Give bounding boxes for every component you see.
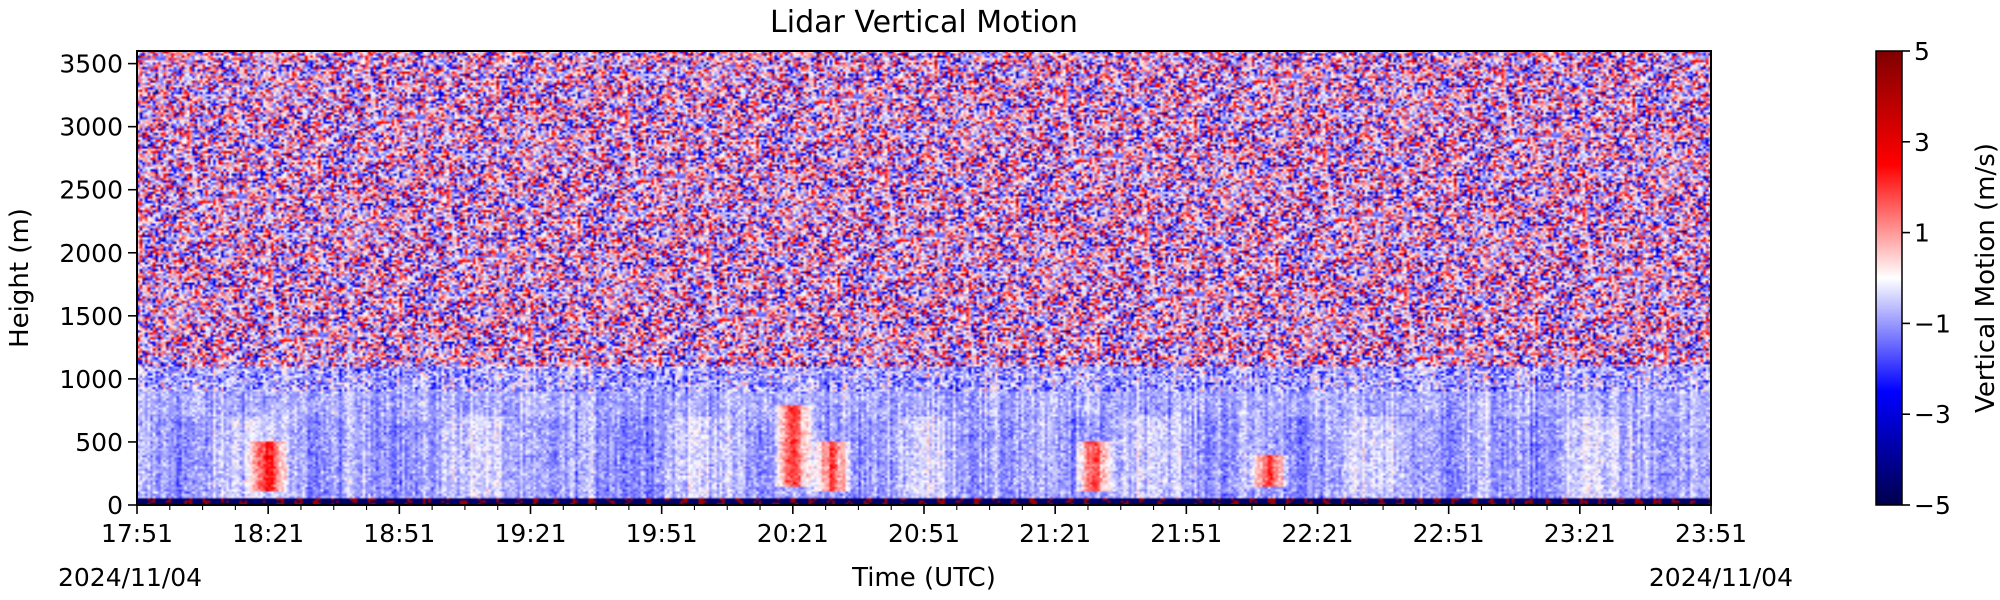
y-tick-label: 1000 <box>59 365 123 394</box>
x-tick-label: 19:51 <box>626 519 698 548</box>
colorbar-tick-label: −1 <box>1914 309 1951 338</box>
plot-area <box>136 50 1712 506</box>
x-tick-label: 23:21 <box>1544 519 1616 548</box>
x-tick-label: 17:51 <box>101 519 173 548</box>
x-tick-label: 20:21 <box>757 519 829 548</box>
y-tick-label: 2500 <box>59 176 123 205</box>
colorbar: 5 3 1 −1 −3 −5 Vertical Motion (m/s) <box>1875 37 2000 520</box>
x-tick-label: 18:51 <box>363 519 435 548</box>
x-tick-label: 20:51 <box>888 519 960 548</box>
chart-title: Lidar Vertical Motion <box>770 5 1078 40</box>
x-tick-label: 21:51 <box>1150 519 1222 548</box>
y-tick-label: 0 <box>107 491 123 520</box>
x-tick-label: 23:51 <box>1675 519 1747 548</box>
colorbar-label: Vertical Motion (m/s) <box>1971 143 2000 413</box>
y-tick-label: 3000 <box>59 113 123 142</box>
y-tick-label: 500 <box>75 428 123 457</box>
x-tick-label: 19:21 <box>494 519 566 548</box>
x-tick-label: 22:51 <box>1413 519 1485 548</box>
y-tick-label: 2000 <box>59 239 123 268</box>
colorbar-tick-label: −3 <box>1914 400 1951 429</box>
colorbar-tick-label: 3 <box>1914 128 1930 157</box>
x-start-date: 2024/11/04 <box>58 563 202 592</box>
colorbar-tick-label: 1 <box>1914 219 1930 248</box>
colorbar-tick-label: 5 <box>1914 37 1930 66</box>
x-axis: 17:51 18:21 18:51 19:21 19:51 20:21 20:51 21:21… <box>101 505 1747 548</box>
y-axis-label: Height (m) <box>5 208 35 348</box>
x-tick-label: 22:21 <box>1281 519 1353 548</box>
x-tick-label: 18:21 <box>232 519 304 548</box>
colorbar-axis: 5 3 1 −1 −3 −5 <box>1902 37 1951 520</box>
y-axis: 0 500 1000 1500 2000 2500 3000 3500 <box>59 50 137 520</box>
colorbar-tick-label: −5 <box>1914 491 1951 520</box>
heatmap <box>137 51 1711 505</box>
colorbar-gradient <box>1875 50 1903 506</box>
x-end-date: 2024/11/04 <box>1649 563 1793 592</box>
y-tick-label: 3500 <box>59 50 123 79</box>
x-tick-label: 21:21 <box>1019 519 1091 548</box>
y-tick-label: 1500 <box>59 302 123 331</box>
x-axis-label: Time (UTC) <box>851 563 996 593</box>
